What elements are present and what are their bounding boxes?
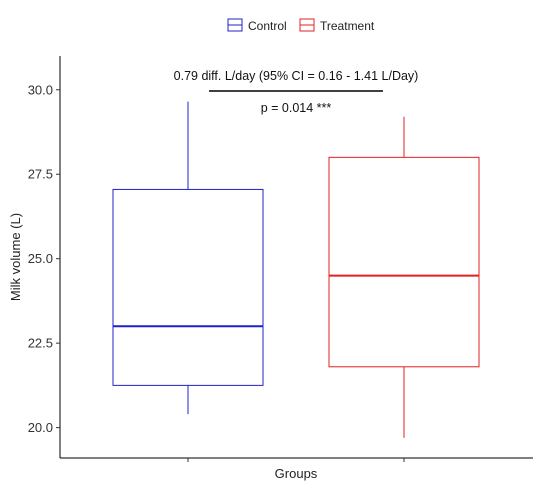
legend-label-treatment: Treatment [320, 19, 375, 33]
x-axis-title: Groups [275, 466, 318, 481]
y-tick-label: 27.5 [28, 167, 53, 182]
y-ticks: 20.0 22.5 25.0 27.5 30.0 [28, 82, 60, 435]
box-control [112, 188, 264, 386]
legend: Control Treatment [227, 18, 375, 33]
diff-annotation: 0.79 diff. L/day (95% CI = 0.16 - 1.41 L… [174, 69, 419, 83]
legend-label-control: Control [248, 19, 287, 33]
y-axis-title: Milk volume (L) [8, 213, 23, 301]
y-tick-label: 30.0 [28, 82, 53, 97]
boxes [112, 101, 480, 438]
box-treatment [328, 156, 480, 368]
y-tick-label: 20.0 [28, 420, 53, 435]
p-value-annotation: p = 0.014 *** [261, 101, 332, 115]
y-tick-label: 25.0 [28, 251, 53, 266]
y-tick-label: 22.5 [28, 336, 53, 351]
x-ticks [187, 458, 405, 462]
